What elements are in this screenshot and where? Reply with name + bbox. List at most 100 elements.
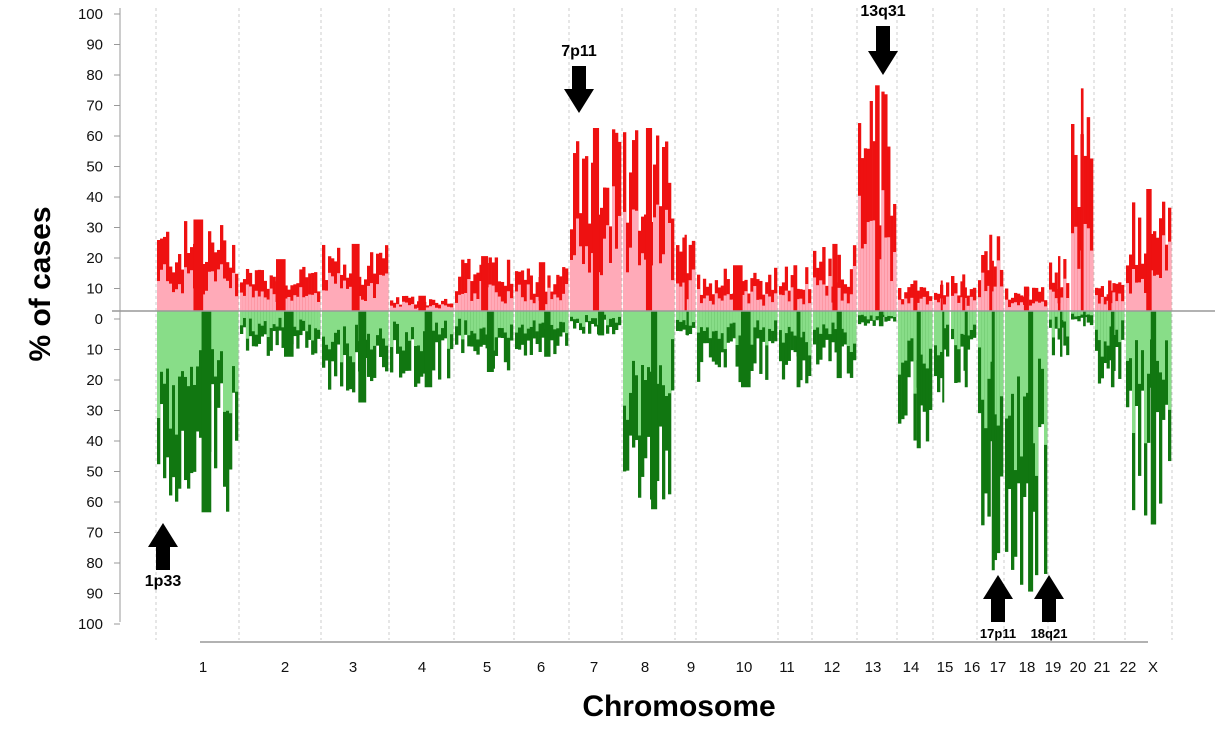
loss-bar-light-7-15 (615, 311, 619, 323)
loss-bar-3-11 (355, 311, 359, 353)
gain-bar-light-4-7 (411, 304, 415, 311)
gain-bar-1-6 (175, 262, 179, 311)
loss-bar-light-16-2 (957, 311, 961, 350)
arrow-18q21 (1034, 575, 1064, 622)
gain-bar-2-25 (314, 272, 318, 311)
loss-bar-light-20-5 (1086, 311, 1091, 315)
gain-bar-13-4 (869, 100, 873, 311)
loss-peak-11 (796, 311, 801, 388)
loss-bar-1-7 (178, 311, 182, 489)
gain-bar-light-3-7 (343, 280, 347, 311)
loss-bar-light-21-1 (1097, 311, 1102, 341)
gain-bar-5-18 (509, 283, 514, 311)
loss-bar-22-11 (1159, 311, 1163, 504)
annotation-7p11: 7p11 (561, 43, 597, 113)
loss-bar-light-12-3 (822, 311, 826, 325)
gain-bar-light-21-0 (1095, 295, 1099, 311)
gain-bar-light-18-0 (1005, 299, 1009, 311)
loss-bar-light-22-14 (1168, 311, 1172, 410)
loss-bar-light-8-16 (671, 311, 675, 340)
gain-bar-light-3-1 (325, 290, 329, 311)
chromosome-14-bars (898, 280, 933, 449)
loss-bar-21-9 (1121, 311, 1125, 340)
y-tick-label: 50 (86, 464, 103, 481)
loss-bar-7-8 (594, 311, 598, 327)
loss-bar-light-5-18 (509, 311, 514, 325)
loss-bar-light-18-4 (1017, 311, 1021, 377)
gain-bar-21-9 (1121, 284, 1125, 311)
loss-bar-light-21-9 (1121, 311, 1125, 321)
loss-bar-3-4 (334, 311, 338, 377)
gain-bar-light-2-3 (248, 286, 253, 311)
gain-bar-light-21-7 (1115, 301, 1119, 311)
gain-bar-light-7-11 (603, 238, 607, 311)
loss-bar-18-2 (1011, 311, 1015, 570)
gain-bar-18-11 (1038, 291, 1042, 311)
loss-bar-light-13-1 (860, 311, 865, 315)
loss-bar-2-1 (242, 311, 247, 328)
gain-bar-2-5 (254, 270, 259, 311)
gain-bar-light-3-3 (331, 276, 335, 311)
gain-peak-20 (1080, 88, 1084, 311)
gain-bar-light-13-8 (881, 190, 885, 311)
loss-bar-light-15-0 (934, 311, 938, 346)
loss-peak-2 (284, 311, 294, 357)
loss-bar-light-2-14 (281, 311, 285, 328)
gain-bar-light-10-24 (768, 296, 772, 311)
loss-bar-15-4 (946, 311, 950, 357)
loss-bar-11-0 (779, 311, 783, 362)
loss-bar-light-10-11 (729, 311, 733, 324)
chromosome-label-16: 16 (964, 659, 981, 676)
loss-bar-light-1-21 (220, 311, 224, 352)
gain-bar-light-8-4 (635, 210, 639, 311)
gain-bar-light-12-9 (840, 300, 845, 311)
y-tick-label: 100 (78, 616, 103, 633)
gain-bar-light-6-5 (529, 299, 533, 311)
gain-bar-light-10-16 (744, 291, 748, 311)
loss-peak-17 (991, 311, 995, 571)
loss-bar-light-14-8 (922, 311, 927, 364)
gain-bar-light-1-11 (190, 270, 194, 311)
loss-peak-9 (686, 311, 689, 336)
gain-bar-9-1 (679, 251, 683, 311)
loss-bar-light-1-8 (181, 311, 185, 372)
gain-bar-light-7-5 (585, 246, 589, 311)
gain-bar-light-10-5 (711, 304, 716, 311)
chromosome-label-13: 13 (865, 659, 882, 676)
loss-bar-light-21-3 (1103, 311, 1107, 342)
gain-bar-light-11-6 (796, 299, 800, 311)
gain-bar-light-22-14 (1168, 241, 1172, 311)
gain-bar-light-12-1 (816, 285, 820, 311)
loss-bar-light-13-5 (872, 311, 876, 321)
gain-bar-16-5 (966, 295, 971, 311)
loss-bar-light-5-16 (503, 311, 508, 333)
chromosome-3-bars (322, 243, 389, 403)
gain-bar-light-2-26 (317, 301, 321, 311)
gain-bar-light-22-4 (1138, 282, 1142, 311)
loss-bar-light-10-4 (708, 311, 713, 339)
loss-bar-light-22-7 (1147, 311, 1151, 374)
gain-bar-2-7 (260, 270, 265, 311)
arrow-13q31 (868, 26, 898, 75)
loss-bar-light-3-19 (379, 311, 383, 329)
loss-bar-light-19-6 (1066, 311, 1070, 337)
loss-bar-light-7-4 (582, 311, 586, 327)
loss-bar-7-6 (588, 311, 592, 334)
gain-bar-light-1-23 (226, 280, 230, 311)
gain-bar-6-15 (559, 276, 563, 311)
loss-bar-light-3-21 (385, 311, 389, 346)
chromosome-label-3: 3 (349, 659, 357, 676)
gain-bar-3-16 (370, 252, 374, 311)
loss-bar-light-20-3 (1080, 311, 1084, 315)
gain-bar-light-2-25 (314, 293, 318, 311)
loss-bar-light-18-9 (1032, 311, 1036, 444)
loss-bar-light-6-14 (556, 311, 560, 329)
gain-bar-light-7-6 (588, 272, 592, 311)
gain-peak-1 (193, 219, 204, 311)
gain-bar-light-3-12 (358, 296, 362, 311)
gain-bar-light-12-0 (813, 277, 817, 311)
loss-bar-light-17-6 (996, 311, 1001, 426)
gain-bar-light-17-3 (987, 285, 991, 311)
gain-bar-light-14-10 (928, 300, 933, 311)
gain-bar-light-16-1 (954, 293, 958, 311)
